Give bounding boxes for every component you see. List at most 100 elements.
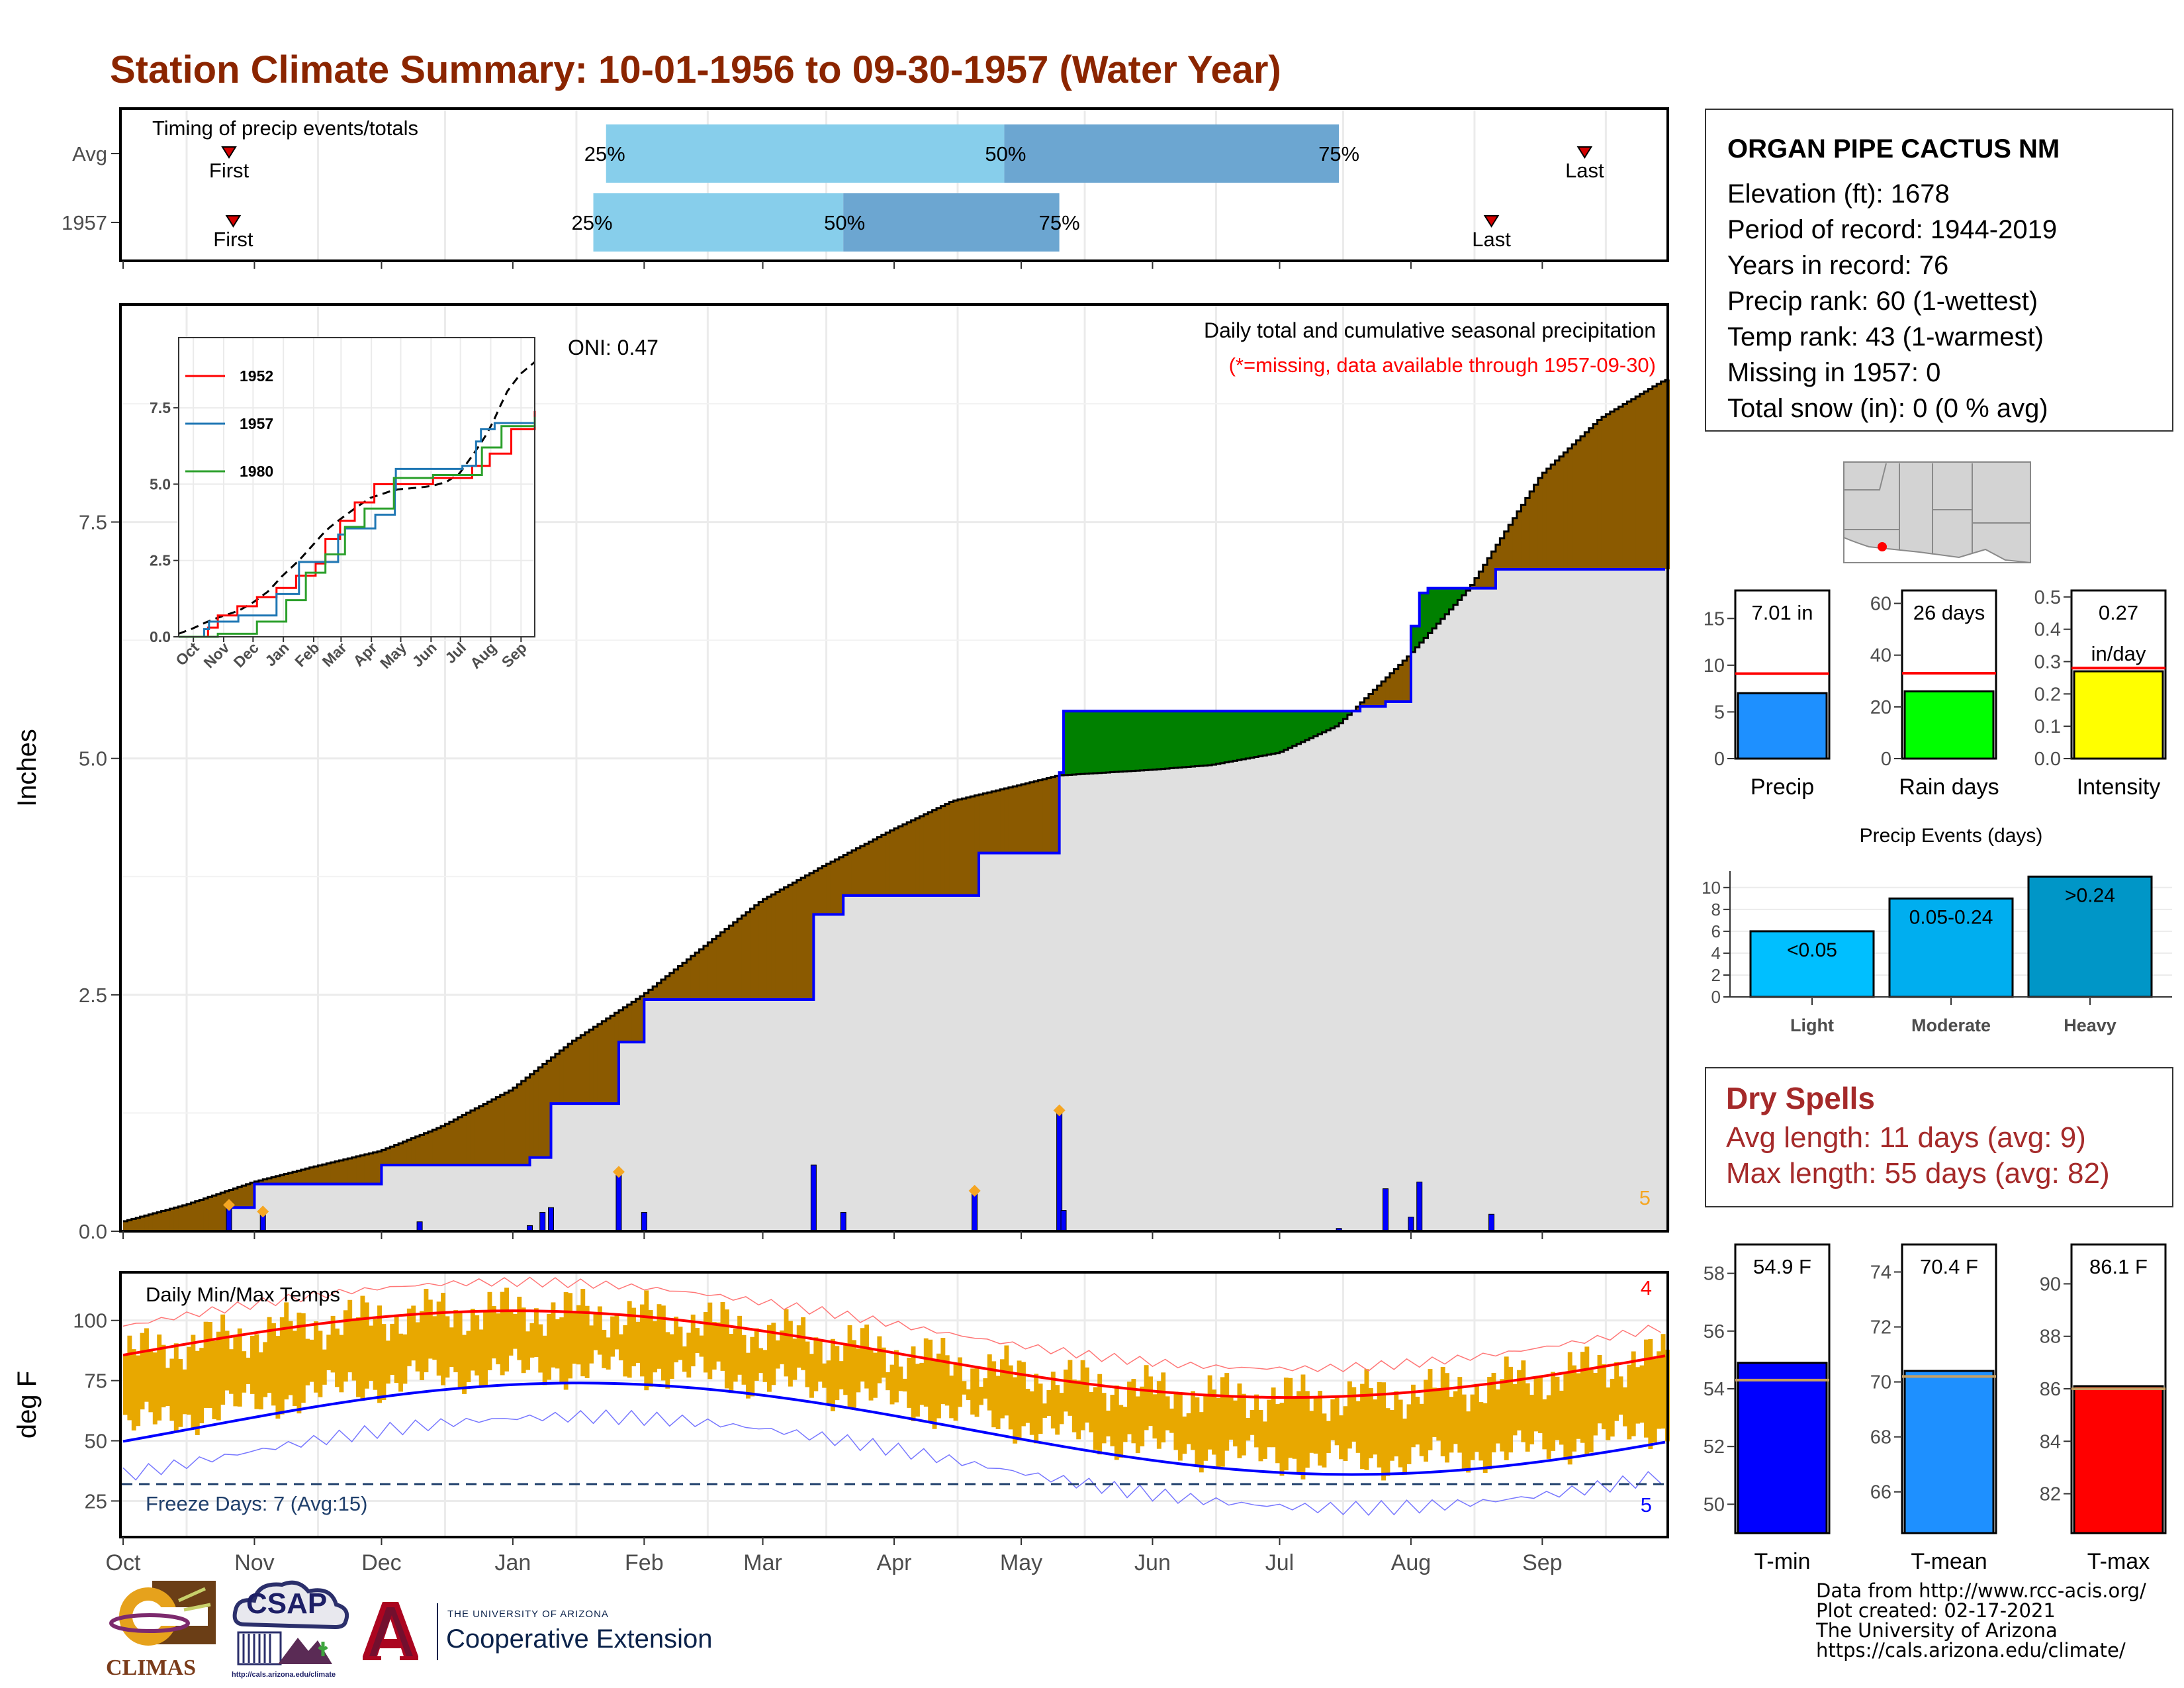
temp-daily-bar [1334,1397,1340,1446]
temp-daily-bar [1173,1391,1179,1450]
precip-y-axis-label: Inches [13,729,42,807]
temp-daily-bar [1343,1406,1348,1462]
temp-daily-bar [686,1333,692,1378]
precip-base-fill [1588,569,1594,1231]
temp-daily-bar [584,1305,590,1378]
temp-daily-bar [533,1308,539,1358]
temp-daily-bar [1618,1376,1623,1415]
mini-y-tick-label: 0.4 [2034,620,2061,641]
temp-daily-bar [364,1302,369,1389]
temp-daily-bar [1555,1376,1560,1440]
temp-daily-bar [699,1335,704,1357]
temp-daily-bar [1093,1387,1098,1450]
temp-daily-bar [1622,1387,1627,1427]
precip-base-fill [894,895,899,1231]
precip-base-fill [784,1000,789,1231]
month-tick-label: Aug [1391,1550,1432,1575]
temp-daily-bar [1114,1385,1119,1460]
precip-deficit-fill [326,1163,332,1184]
precip-base-fill [627,1042,632,1231]
temp-daily-bar [1131,1379,1136,1444]
temp-daily-bar [1601,1364,1606,1430]
precip-base-fill [555,1103,560,1231]
precip-base-fill [1140,770,1145,1231]
precip-deficit-fill [711,939,717,1000]
precip-deficit-fill [169,1209,175,1231]
precip-surplus-fill [1191,711,1196,767]
mini-y-tick-label: 15 [1704,608,1725,630]
month-tick-label: Jul [1265,1550,1294,1575]
precip-base-fill [250,1207,255,1231]
precip-base-fill [1224,762,1230,1231]
precip-base-fill [1652,569,1657,1231]
temp-daily-bar [542,1335,547,1385]
precip-deficit-fill [148,1214,154,1231]
precip-deficit-fill [762,899,768,1000]
precip-base-fill [1512,569,1518,1231]
precip-surplus-fill [1101,711,1107,773]
precip-surplus-fill [1106,711,1111,773]
precip-deficit-fill [1639,394,1645,569]
temp-daily-bar [123,1355,128,1415]
precip-deficit-fill [716,935,721,1000]
precip-daily-bar [226,1207,232,1232]
temp-daily-bar [1415,1396,1420,1445]
temp-daily-bar [1140,1386,1145,1446]
precip-base-fill [1008,853,1013,1231]
precip-base-fill [995,853,1001,1231]
temp-daily-bar [674,1317,679,1363]
temp-daily-bar [136,1355,141,1427]
precip-daily-bar [416,1221,423,1232]
temp-daily-bar [856,1348,861,1393]
precip-base-fill [1398,702,1403,1231]
precip-base-fill [754,1000,759,1231]
precip-base-fill [699,1000,704,1231]
precip-deficit-fill [729,925,734,1000]
temp-daily-bar [1224,1373,1230,1451]
temp-daily-bar [1326,1421,1331,1453]
precip-deficit-fill [932,810,937,896]
precip-base-fill [1351,711,1357,1231]
precip-base-fill [1186,767,1191,1231]
precip-base-fill [1297,743,1302,1231]
precip-deficit-fill [1406,656,1412,702]
events-y-tick-label: 8 [1711,900,1721,919]
mini-value-bar [1737,1362,1828,1534]
temp-daily-bar [635,1321,641,1363]
precip-surplus-fill [1326,711,1331,731]
precip-deficit-fill [889,830,895,896]
precip-base-fill [1606,569,1611,1231]
timing-first-marker [221,146,237,159]
precip-surplus-fill [1186,711,1191,767]
precip-deficit-fill [356,1156,361,1184]
precip-deficit-fill [267,1178,272,1184]
temp-daily-bar [775,1340,780,1369]
temp-daily-bar [1657,1351,1662,1429]
temp-daily-bar [305,1338,310,1385]
precip-deficit-fill [745,912,751,1000]
temp-daily-bar [648,1310,653,1387]
temp-daily-bar [690,1314,696,1367]
precip-base-fill [420,1165,425,1231]
precip-base-fill [1050,853,1056,1231]
precip-deficit-fill [974,795,979,896]
precip-surplus-fill [1432,588,1437,629]
temp-daily-bar [1537,1376,1543,1434]
precip-base-fill [796,1000,801,1231]
temp-daily-bar [1254,1394,1259,1448]
precip-base-fill [1191,767,1196,1231]
precip-deficit-fill [1635,397,1641,569]
precip-base-fill [639,1042,645,1231]
temp-daily-bar [203,1321,208,1408]
precip-deficit-fill [229,1190,234,1208]
temp-daily-bar [1597,1354,1602,1424]
precip-deficit-fill [860,846,865,896]
precip-deficit-fill [335,1161,340,1184]
temp-daily-bar [1652,1358,1657,1443]
temp-daily-bar [1279,1403,1285,1476]
precip-base-fill [293,1184,298,1231]
temp-daily-bar [826,1360,831,1405]
precip-deficit-fill [208,1197,213,1231]
temp-daily-bar [360,1295,365,1401]
